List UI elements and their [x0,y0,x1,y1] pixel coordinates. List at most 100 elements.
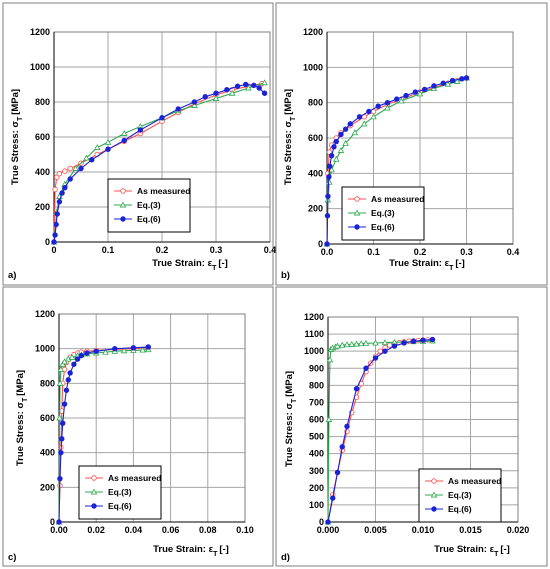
data-point [228,89,236,96]
legend-entry: Eq.(6) [371,222,395,232]
data-point [139,346,146,353]
panel-frame [275,2,548,286]
data-point [93,144,101,150]
legend-marker [430,491,438,498]
x-tick-label: 0 [51,245,56,255]
y-tick-label: 400 [40,448,55,458]
panel-frame [2,286,274,567]
data-point [56,171,63,177]
data-point [145,344,151,350]
panel-frame [2,2,274,286]
data-point [56,379,64,386]
panel-label: d) [281,552,290,563]
y-tick-label: 100 [309,500,324,510]
panel-frame [275,286,548,567]
x-axis-label: True Strain: εT [-] [153,544,229,558]
legend-entry: Eq.(3) [371,208,395,218]
data-point [121,137,127,144]
y-tick-label: 800 [308,98,323,108]
data-point [398,97,405,104]
data-point [339,444,345,450]
data-point [353,340,360,347]
data-point [256,85,262,91]
data-point [159,115,165,121]
data-point [53,221,59,228]
data-point [120,347,128,354]
data-point [60,420,66,426]
data-point [112,345,118,352]
data-point [327,163,333,169]
legend-entry: Eq.(3) [108,487,132,497]
y-tick-label: 200 [309,483,324,493]
data-point [382,348,388,354]
y-tick-label: 0 [319,517,324,527]
y-tick-label: 800 [40,378,55,388]
data-point [429,336,436,343]
data-point [360,120,368,127]
data-point [105,146,111,152]
y-tick-label: 1100 [304,329,324,339]
data-point [54,174,60,180]
data-point [59,190,65,196]
series-line [327,339,433,523]
x-tick-label: 0.08 [199,525,217,535]
legend: As measured Eq.(3) Eq.(6) [107,178,191,233]
data-point [78,352,85,359]
legend-entry: As measured [137,186,190,196]
x-tick-label: 0.1 [367,247,380,257]
data-point [410,338,417,344]
x-tick-label: 0.1 [102,245,115,255]
data-point [78,165,84,172]
y-axis-label: True Stress: σT[MPa] [15,370,29,466]
data-point [51,239,57,245]
series-eq-6- [56,344,151,525]
y-axis-label: True Stress: σT[MPa] [283,89,297,185]
data-point [74,356,81,362]
y-tick-label: 1200 [304,312,324,322]
data-point [338,341,346,348]
x-tick-label: 0.3 [460,247,473,257]
data-point [130,345,137,351]
data-point [449,77,456,84]
x-tick-label: 0.4 [507,247,520,257]
y-tick-label: 800 [309,380,324,390]
data-point [175,106,181,112]
y-tick-label: 400 [309,449,324,459]
data-point [444,80,452,87]
x-tick-label: 0.2 [156,245,169,255]
data-point [325,193,331,199]
y-tick-label: 800 [35,97,50,107]
data-point [363,365,369,371]
y-tick-label: 600 [40,413,55,423]
data-point [59,436,65,442]
data-point [431,83,437,89]
data-point [63,387,70,393]
data-point [370,113,377,120]
y-tick-label: 0 [50,517,55,527]
y-tick-label: 700 [309,397,324,407]
legend-marker [90,488,98,495]
y-tick-label: 1200 [303,27,323,37]
data-point [330,495,336,501]
data-point [62,185,68,191]
x-tick-label: 0.015 [459,525,482,535]
data-point [412,89,419,95]
legend-marker [120,188,126,194]
legend-marker [119,201,127,208]
legend-entry: As measured [108,473,161,483]
legend-entry: As measured [371,194,424,204]
x-tick-label: 0.10 [236,525,254,535]
legend-marker [91,475,97,481]
legend: As measured Eq.(3) Eq.(6) [78,465,162,520]
data-point [324,241,330,247]
data-point [84,350,90,356]
data-point [324,213,331,219]
legend-box [107,178,191,233]
data-point [347,121,353,127]
data-point [326,178,333,185]
data-point [52,232,58,238]
y-axis-label: True Stress: σT[MPa] [10,89,24,185]
data-point [191,102,198,108]
data-point [331,144,337,150]
